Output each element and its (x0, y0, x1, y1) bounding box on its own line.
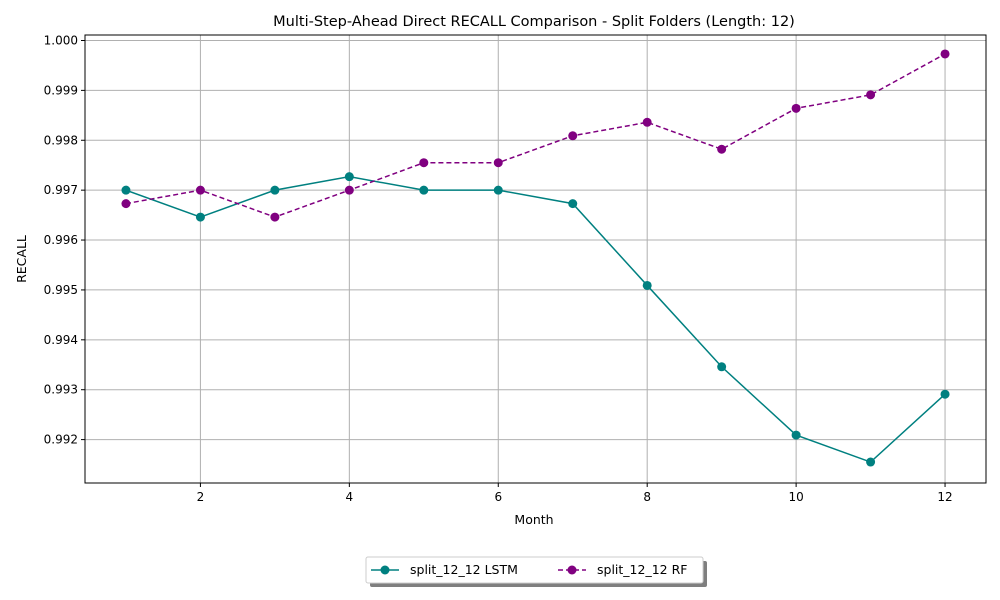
data-point-s1-9 (791, 103, 801, 113)
y-tick-label-8: 1.000 (44, 33, 78, 47)
x-tick-label-4: 10 (788, 490, 803, 504)
series-group (121, 49, 950, 467)
grid-lines (85, 35, 986, 483)
data-point-s0-11 (940, 389, 950, 399)
data-point-s0-0 (121, 185, 131, 195)
legend-marker-rf (567, 565, 577, 575)
series-line-0 (125, 175, 946, 463)
data-point-s0-9 (791, 430, 801, 440)
series-1 (121, 49, 950, 222)
series-0 (121, 172, 950, 467)
legend-marker-lstm (380, 565, 390, 575)
data-point-s0-8 (717, 362, 727, 372)
data-point-s1-11 (940, 49, 950, 59)
x-tick-label-5: 12 (937, 490, 952, 504)
data-point-s1-0 (121, 199, 131, 209)
plot-area-frame (84, 34, 987, 484)
y-tick-label-1: 0.993 (44, 383, 78, 397)
x-tick-label-3: 8 (643, 490, 651, 504)
y-tick-label-2: 0.994 (44, 333, 78, 347)
data-point-s0-5 (493, 185, 503, 195)
data-point-s0-3 (344, 172, 354, 182)
legend-label-rf: split_12_12 RF (597, 562, 687, 577)
y-tick-label-7: 0.999 (44, 83, 78, 97)
data-point-s0-2 (270, 185, 280, 195)
x-tick-label-2: 6 (494, 490, 502, 504)
data-point-s0-6 (568, 199, 578, 209)
data-point-s1-2 (270, 212, 280, 222)
x-axis-ticks: 2 4 6 8 10 12 (197, 483, 953, 504)
data-point-s1-4 (419, 158, 429, 168)
y-tick-label-5: 0.997 (44, 183, 78, 197)
legend-label-lstm: split_12_12 LSTM (410, 562, 518, 577)
y-tick-label-3: 0.995 (44, 283, 78, 297)
data-point-s0-1 (195, 212, 205, 222)
chart-title: Multi-Step-Ahead Direct RECALL Compariso… (273, 14, 795, 30)
legend: split_12_12 LSTM split_12_12 RF (365, 556, 707, 587)
x-tick-label-1: 4 (346, 490, 354, 504)
legend-box (365, 556, 704, 584)
data-point-s1-6 (568, 131, 578, 141)
data-point-s1-3 (344, 185, 354, 195)
series-line-1 (125, 53, 946, 218)
data-point-s1-5 (493, 158, 503, 168)
x-axis-label: Month (514, 512, 553, 527)
data-point-s0-10 (866, 457, 876, 467)
y-tick-label-0: 0.992 (44, 433, 78, 447)
data-point-s1-10 (866, 90, 876, 100)
x-tick-label-0: 2 (197, 490, 205, 504)
data-point-s1-1 (195, 185, 205, 195)
y-axis-label: RECALL (14, 235, 29, 283)
data-point-s1-7 (642, 117, 652, 127)
data-point-s0-4 (419, 185, 429, 195)
data-point-s0-7 (642, 280, 652, 290)
y-axis-ticks: 0.992 0.993 0.994 0.995 0.996 0.997 0.998 0.999… (44, 33, 85, 447)
y-tick-label-4: 0.996 (44, 233, 78, 247)
y-tick-label-6: 0.998 (44, 133, 78, 147)
data-point-s1-8 (717, 144, 727, 154)
